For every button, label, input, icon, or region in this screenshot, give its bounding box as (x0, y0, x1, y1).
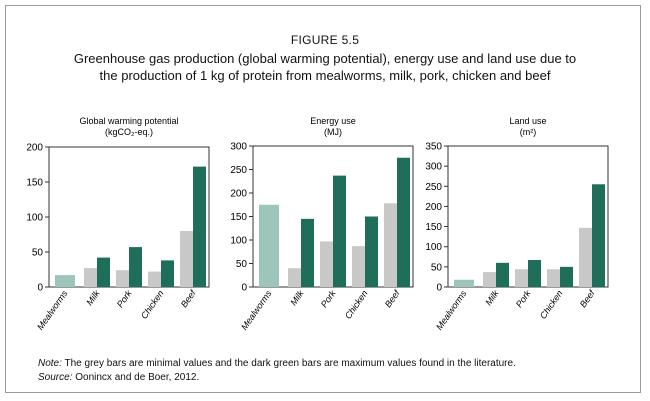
source-prefix: Source: (38, 372, 73, 383)
bar-max-value (365, 216, 378, 287)
bar-max-value (97, 257, 110, 287)
category-label: Pork (319, 288, 338, 309)
bar-max-value (333, 175, 346, 287)
chart-subtitle: (m²) (520, 127, 537, 137)
y-tick-label: 100 (230, 236, 247, 247)
category-label: Milk (288, 288, 306, 307)
note-prefix: Note: (38, 358, 62, 369)
bar-min-value (352, 246, 365, 287)
bar-min-value (288, 268, 301, 287)
y-tick-label: 150 (425, 222, 442, 233)
category-label: Milk (84, 288, 102, 307)
chart-subtitle: (kgCO₂-eq.) (105, 127, 153, 137)
category-label: Mealworms (239, 288, 274, 332)
bar-max-value (560, 266, 573, 287)
y-tick-label: 100 (26, 213, 43, 224)
y-tick-label: 250 (230, 165, 247, 176)
figure-notes: Note: The grey bars are minimal values a… (38, 357, 638, 385)
bar-mealworms (454, 279, 474, 287)
y-tick-label: 0 (241, 283, 247, 294)
chart-subtitle: (MJ) (324, 127, 342, 137)
y-tick-label: 300 (230, 142, 247, 153)
figure-title-line-1: Greenhouse gas production (global warmin… (73, 51, 577, 66)
source-text: Oonincx and de Boer, 2012. (75, 372, 200, 383)
y-tick-label: 250 (425, 182, 442, 193)
bar-max-value (161, 260, 174, 287)
figure-title-line-2: the production of 1 kg of protein from m… (99, 68, 551, 83)
bar-min-value (547, 269, 560, 287)
bar-mealworms (259, 204, 279, 287)
bar-max-value (397, 157, 410, 287)
category-label: Pork (514, 288, 533, 309)
bar-min-value (384, 203, 397, 287)
source-line: Source: Oonincx and de Boer, 2012. (38, 371, 638, 385)
chart-title: Land use (509, 116, 546, 126)
bar-max-value (301, 218, 314, 287)
bar-max-value (129, 247, 142, 287)
y-tick-label: 350 (425, 142, 442, 153)
bar-min-value (515, 269, 528, 287)
y-tick-label: 100 (425, 242, 442, 253)
bar-max-value (496, 262, 509, 287)
category-label: Pork (115, 288, 134, 309)
y-tick-label: 200 (26, 143, 43, 154)
chart-title: Energy use (310, 116, 356, 126)
y-tick-label: 0 (37, 283, 43, 294)
category-label: Beef (383, 287, 403, 309)
bar-mealworms (55, 275, 75, 287)
bar-min-value (180, 231, 193, 287)
bar-max-value (193, 166, 206, 287)
bar-min-value (483, 272, 496, 287)
figure-label: FIGURE 5.5 (290, 33, 360, 47)
y-tick-label: 50 (32, 248, 44, 259)
category-label: Mealworms (35, 288, 70, 332)
category-label: Beef (179, 287, 199, 309)
y-tick-label: 200 (425, 202, 442, 213)
bar-min-value (579, 227, 592, 287)
figure-title: Greenhouse gas production (global warmin… (18, 50, 632, 84)
category-label: Chicken (139, 288, 166, 320)
category-label: Mealworms (434, 288, 469, 332)
note-text: The grey bars are minimal values and the… (64, 358, 516, 369)
y-tick-label: 50 (431, 262, 443, 273)
category-label: Chicken (343, 288, 370, 320)
figure-frame (5, 5, 641, 393)
y-tick-label: 50 (236, 259, 248, 270)
note-line: Note: The grey bars are minimal values a… (38, 357, 638, 371)
category-label: Chicken (538, 288, 565, 320)
bar-min-value (84, 268, 97, 287)
y-tick-label: 150 (230, 212, 247, 223)
bar-min-value (148, 271, 161, 287)
y-tick-label: 0 (436, 283, 442, 294)
category-label: Milk (483, 288, 501, 307)
y-tick-label: 300 (425, 162, 442, 173)
bar-min-value (320, 241, 333, 287)
bar-max-value (592, 184, 605, 287)
category-label: Beef (578, 287, 598, 309)
chart-title: Global warming potential (79, 116, 178, 126)
y-tick-label: 150 (26, 178, 43, 189)
y-tick-label: 200 (230, 189, 247, 200)
bar-max-value (528, 260, 541, 287)
bar-min-value (116, 270, 129, 287)
